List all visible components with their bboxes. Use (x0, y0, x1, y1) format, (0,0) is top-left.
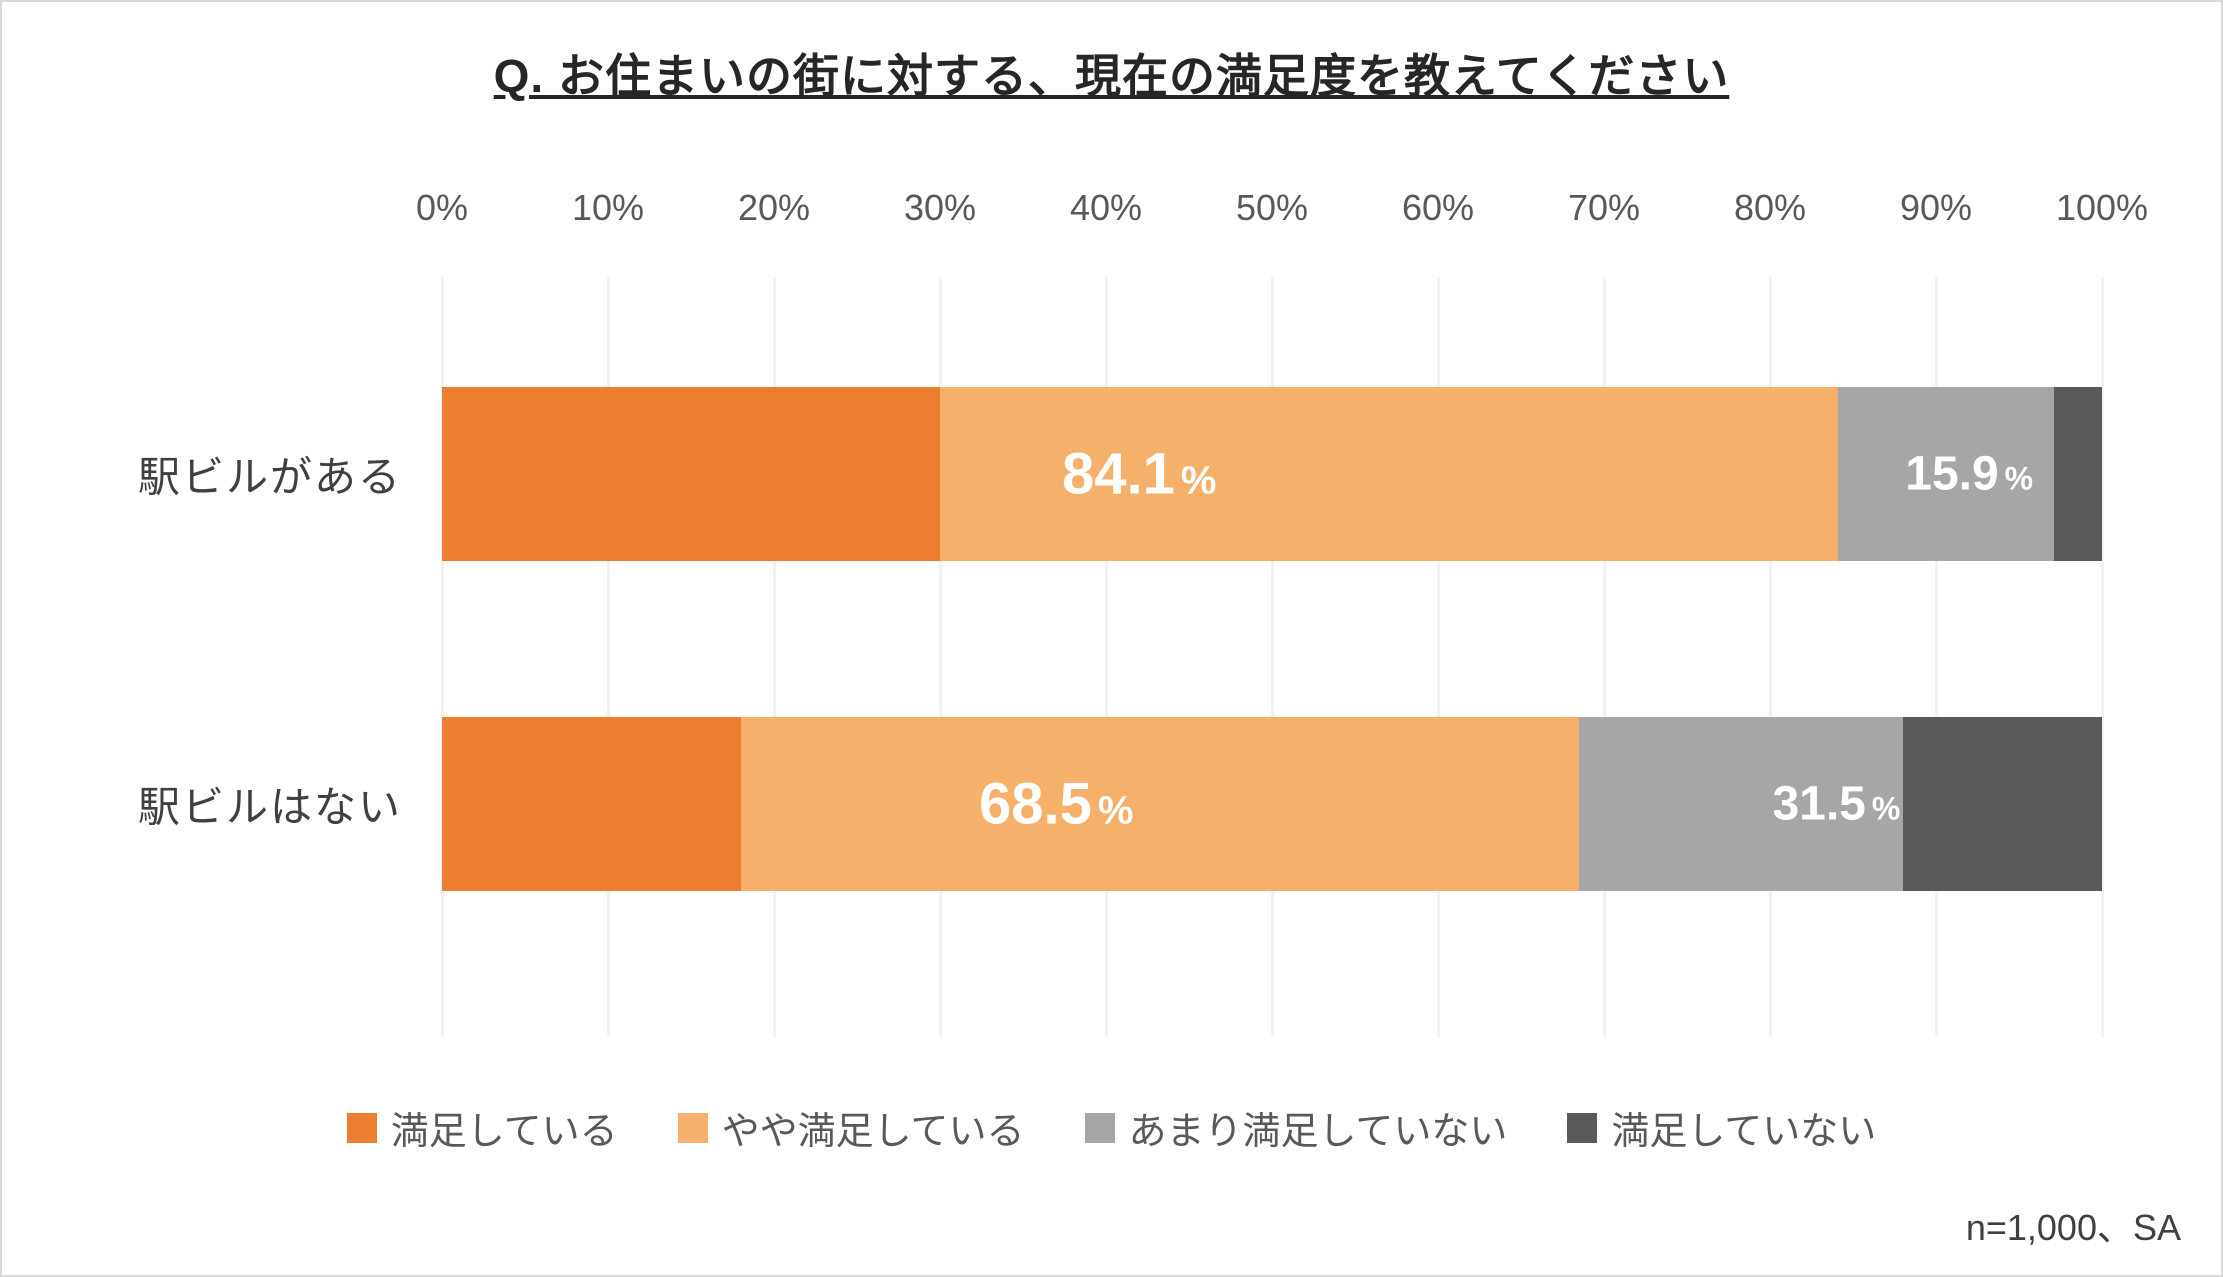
x-tick-label: 100% (2042, 187, 2162, 229)
category-label: 駅ビルはない (2, 774, 402, 835)
legend-item: やや満足している (678, 1100, 1025, 1155)
category-label: 駅ビルがある (2, 444, 402, 505)
x-tick-label: 90% (1876, 187, 1996, 229)
bar-row: 駅ビルはない68.5%31.5% (442, 717, 2102, 891)
legend-label: 満足している (391, 1100, 618, 1155)
stacked-bar (442, 387, 2102, 561)
bar-annotation: 15.9% (1905, 447, 2033, 502)
bar-segment (1903, 717, 2102, 891)
legend-item: あまり満足していない (1085, 1100, 1508, 1155)
x-tick-label: 40% (1046, 187, 1166, 229)
annotation-suffix: % (1181, 459, 1217, 503)
annotation-value: 31.5 (1772, 778, 1865, 831)
annotation-suffix: % (1872, 791, 1900, 827)
legend-label: 満足していない (1611, 1100, 1876, 1155)
x-tick-label: 80% (1710, 187, 1830, 229)
legend-swatch (678, 1113, 708, 1143)
bar-row: 駅ビルがある84.1%15.9% (442, 387, 2102, 561)
legend-item: 満足している (347, 1100, 618, 1155)
bar-segment (741, 717, 1579, 891)
x-tick-label: 70% (1544, 187, 1664, 229)
legend-label: あまり満足していない (1129, 1100, 1508, 1155)
bar-annotation: 68.5% (979, 771, 1133, 838)
annotation-value: 15.9 (1905, 448, 1998, 501)
bar-segment (442, 717, 741, 891)
bar-segment (2054, 387, 2102, 561)
bar-segment (442, 387, 940, 561)
legend: 満足している やや満足している あまり満足していない 満足していない (2, 1100, 2221, 1155)
legend-item: 満足していない (1567, 1100, 1876, 1155)
annotation-value: 68.5 (979, 772, 1092, 837)
bar-annotation: 84.1% (1062, 441, 1216, 508)
chart-frame: Q. お住まいの街に対する、現在の満足度を教えてください 0% 10% 20% 30%… (0, 0, 2223, 1277)
x-tick-label: 20% (714, 187, 834, 229)
bar-annotation: 31.5% (1772, 777, 1900, 832)
x-tick-label: 50% (1212, 187, 1332, 229)
plot-area: 0%10%20%30%40%50%60%70%80%90%100%駅ビルがある8… (442, 187, 2102, 1027)
annotation-suffix: % (1098, 789, 1134, 833)
legend-swatch (1567, 1113, 1597, 1143)
x-tick-label: 10% (548, 187, 668, 229)
x-tick-label: 60% (1378, 187, 1498, 229)
legend-label: やや満足している (722, 1100, 1025, 1155)
x-tick-label: 0% (382, 187, 502, 229)
annotation-suffix: % (2005, 461, 2033, 497)
legend-swatch (1085, 1113, 1115, 1143)
chart-title: Q. お住まいの街に対する、現在の満足度を教えてください (2, 40, 2221, 106)
annotation-value: 84.1 (1062, 442, 1175, 507)
legend-swatch (347, 1113, 377, 1143)
x-tick-label: 30% (880, 187, 1000, 229)
sample-size-note: n=1,000、SA (1966, 1199, 2181, 1251)
